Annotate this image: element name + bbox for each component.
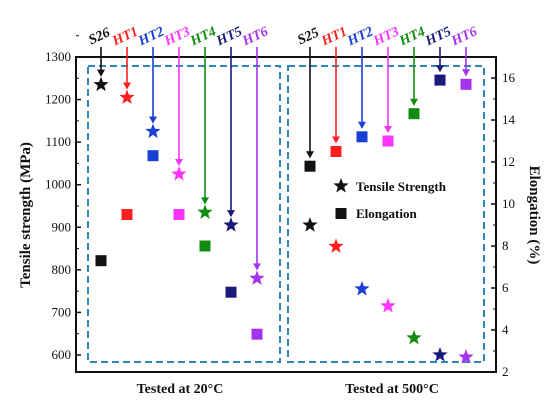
elongation-square [460,78,472,90]
plot-border [75,56,497,373]
elongation-square [147,150,159,162]
sample-arrow-head [462,69,470,77]
panel-20c [87,65,281,363]
tensile-strength-star [432,346,448,362]
y2-tick-label: 12 [502,154,515,169]
y-axis-title: Tensile strength (MPa) [18,142,34,288]
elongation-square [434,74,446,86]
sample-arrow-head [175,159,183,167]
y2-axis-title: Elongation (%) [526,166,542,265]
group-label: Tested at 20°C [137,382,224,397]
tensile-strength-star [458,349,474,364]
sample-label: S26 [86,25,112,48]
y-tick-label: 1300 [45,49,71,64]
y-tick-label: 700 [52,304,72,319]
legend-label: Elongation [356,206,417,221]
y2-tick-label: 2 [502,364,509,379]
tensile-strength-star [249,270,265,285]
sample-arrow-head [123,82,131,90]
elongation-square [304,160,316,172]
elongation-square [121,209,133,220]
sample-label: HT6 [448,24,479,49]
sample-arrow-head [384,126,392,133]
legend-star-icon [333,178,349,193]
y2-tick-label: 16 [502,70,516,85]
y-tick-label: 1200 [45,92,71,107]
tensile-strength-star [328,238,344,253]
y2-tick-label: 8 [502,238,509,253]
elongation-square [199,240,211,252]
group-label: Tested at 500°C [345,382,439,397]
elongation-square [356,131,368,143]
left-y-axis: 600 700 800 900 1000 1100 1200 1300 [45,35,81,362]
elongation-square [330,146,342,157]
tensile-strength-star [119,89,135,104]
sample-arrow-head [253,263,261,271]
tensile-strength-star [380,298,396,313]
elongation-square [382,135,394,147]
sample-arrow-head [227,210,235,218]
y2-tick-label: 6 [502,280,509,295]
elongation-square [251,328,263,340]
legend-square-icon [335,208,347,219]
data-marks [93,74,474,364]
tensile-strength-star [93,76,109,92]
legend-label: Tensile Strength [356,179,447,194]
legend: Tensile Strength Elongation [333,178,447,221]
sample-arrow-head [410,98,418,106]
elongation-square [408,108,420,120]
sample-arrow-head [358,121,366,129]
sample-label: HT6 [239,24,270,49]
tensile-strength-star [171,166,187,181]
tensile-strength-star [223,217,239,232]
right-y-axis: 2 4 6 8 10 12 14 16 [491,56,516,379]
sample-arrow-head [436,65,444,73]
sample-arrow-head [332,136,340,144]
tensile-strength-star [145,123,161,138]
sample-arrow-head [201,197,209,205]
sample-arrow-head [97,69,105,77]
group-labels: Tested at 20°C Tested at 500°C [137,382,439,397]
y2-tick-label: 14 [502,112,516,127]
y-tick-label: 1100 [45,134,71,149]
tensile-strength-star [354,280,370,296]
y2-tick-label: 4 [502,322,509,337]
y2-tick-label: 10 [502,196,515,211]
elongation-square [173,209,185,220]
sample-arrow-head [306,151,314,159]
y-tick-label: 1000 [45,177,71,192]
y-tick-label: 900 [52,219,72,234]
y-tick-label: 600 [52,347,72,362]
elongation-square [225,286,237,298]
group-panels [87,65,485,363]
tensile-strength-star [302,217,318,232]
panel-500c [287,65,485,363]
plot-frame [75,56,497,373]
elongation-square [95,255,107,267]
y-tick-label: 800 [52,262,72,277]
sample-arrow-head [149,116,157,124]
sample-label: S25 [295,25,321,48]
tensile-strength-star [406,329,422,345]
tensile-strength-star [197,204,213,219]
